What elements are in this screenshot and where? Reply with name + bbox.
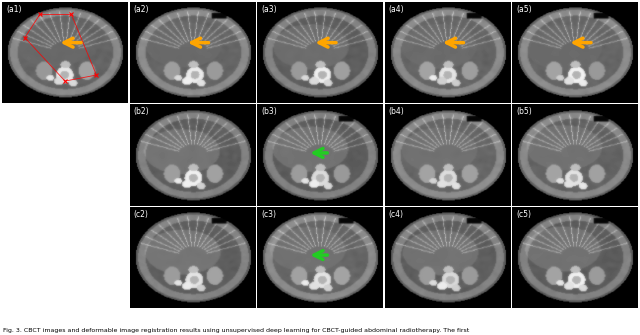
- Text: (c5): (c5): [516, 210, 531, 218]
- Text: (b2): (b2): [134, 108, 149, 116]
- Text: (a1): (a1): [6, 5, 22, 14]
- Text: (c4): (c4): [388, 210, 403, 218]
- Text: (b3): (b3): [261, 108, 276, 116]
- Text: (a2): (a2): [134, 5, 149, 14]
- Text: (b5): (b5): [516, 108, 532, 116]
- Text: Fig. 3. CBCT images and deformable image registration results using unsupervised: Fig. 3. CBCT images and deformable image…: [3, 328, 470, 333]
- Text: (a3): (a3): [261, 5, 276, 14]
- Text: (c2): (c2): [134, 210, 148, 218]
- Text: (c3): (c3): [261, 210, 276, 218]
- Text: (b4): (b4): [388, 108, 404, 116]
- Text: (a5): (a5): [516, 5, 532, 14]
- Text: (a4): (a4): [388, 5, 404, 14]
